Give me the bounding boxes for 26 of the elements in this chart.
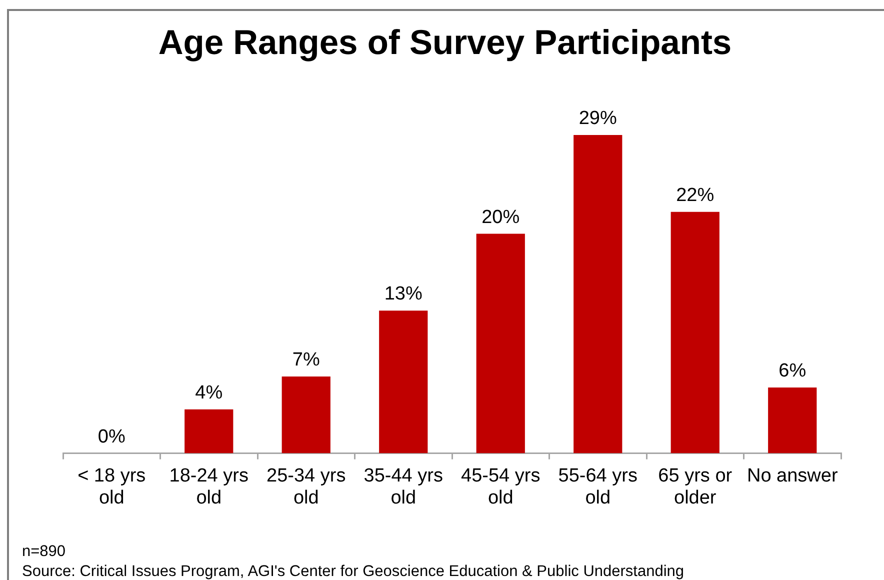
x-tick-label: < 18 yrs old xyxy=(78,465,146,508)
data-label: 29% xyxy=(578,108,617,129)
bar xyxy=(670,212,720,454)
bar xyxy=(282,376,330,454)
data-label: 22% xyxy=(676,184,714,206)
data-label: 7% xyxy=(292,349,320,370)
chart-title: Age Ranges of Survey Participants xyxy=(158,24,732,62)
text: n=890 xyxy=(22,543,66,560)
bar xyxy=(184,409,234,454)
bar xyxy=(768,387,817,454)
bar xyxy=(379,310,428,454)
x-tick-label: 65 yrs or older xyxy=(658,465,733,508)
x-tick-label: 35-44 yrs old xyxy=(364,465,443,508)
x-tick-label: 45-54 yrs old xyxy=(461,465,540,508)
source-note: Source: Critical Issues Program, AGI's Center for Geoscience Education & Public Understanding xyxy=(22,563,684,580)
bar xyxy=(574,135,622,454)
data-label: 0% xyxy=(98,426,126,448)
data-label: 4% xyxy=(195,382,223,404)
data-label: 20% xyxy=(482,206,520,228)
data-label: 13% xyxy=(384,284,422,305)
x-tick-label: No answer xyxy=(746,465,838,486)
bar xyxy=(476,234,525,454)
x-tick-label: 25-34 yrs old xyxy=(266,465,346,508)
data-label: 6% xyxy=(778,360,806,382)
x-tick-label: 18-24 yrs old xyxy=(169,465,248,508)
x-tick-label: 55-64 yrs old xyxy=(558,465,638,508)
